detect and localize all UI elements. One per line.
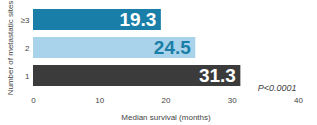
svg-text:24.5: 24.5 — [154, 37, 191, 58]
svg-text:1: 1 — [25, 72, 30, 81]
svg-text:≥3: ≥3 — [21, 16, 30, 25]
svg-text:31.3: 31.3 — [199, 65, 236, 86]
svg-text:19.3: 19.3 — [119, 9, 156, 30]
svg-text:20: 20 — [162, 96, 171, 105]
svg-text:P<0.0001: P<0.0001 — [258, 83, 297, 93]
svg-text:Median survival (months): Median survival (months) — [121, 113, 211, 122]
svg-text:0: 0 — [31, 96, 36, 105]
svg-text:2: 2 — [25, 44, 30, 53]
svg-text:Number of metastatic sites: Number of metastatic sites — [6, 1, 15, 96]
svg-text:40: 40 — [294, 96, 303, 105]
svg-text:30: 30 — [228, 96, 237, 105]
svg-text:10: 10 — [95, 96, 104, 105]
